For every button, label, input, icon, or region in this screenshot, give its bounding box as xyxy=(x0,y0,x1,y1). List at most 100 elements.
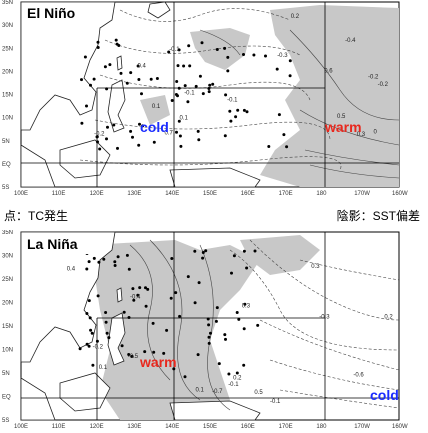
contour-lines xyxy=(79,8,400,179)
y-tick-label: 15N xyxy=(2,93,13,99)
x-tick-label: 160W xyxy=(392,424,408,430)
tc-point xyxy=(197,281,201,285)
tc-point xyxy=(223,46,227,50)
tc-point xyxy=(186,100,190,104)
contour-label: -0.1 xyxy=(228,382,239,388)
tc-point xyxy=(87,299,91,303)
tc-point xyxy=(119,71,123,75)
tc-point xyxy=(183,84,187,88)
tc-point xyxy=(131,287,135,291)
tc-point xyxy=(207,335,211,339)
tc-point xyxy=(137,143,141,147)
x-tick-label: 120E xyxy=(90,424,104,430)
tc-point xyxy=(175,80,179,83)
tc-point xyxy=(275,67,279,71)
tc-point xyxy=(120,344,124,348)
tc-point xyxy=(217,362,221,366)
tc-point xyxy=(201,92,205,96)
tc-point xyxy=(183,375,187,379)
contour-label: -0.1 xyxy=(169,47,180,53)
tc-point xyxy=(132,298,136,302)
tc-point xyxy=(178,314,182,318)
legend-tc-genesis: 点：TC発生 xyxy=(4,209,68,223)
tc-point xyxy=(207,341,211,345)
x-tick-label: 140E xyxy=(165,191,179,197)
tc-point xyxy=(285,145,289,149)
tc-point xyxy=(242,363,246,367)
tc-point xyxy=(288,59,292,63)
region-label-cold: cold xyxy=(140,119,169,135)
contour-label: 0.1 xyxy=(196,388,205,394)
tc-point xyxy=(198,74,202,78)
tc-point xyxy=(113,260,117,264)
tc-point xyxy=(95,339,99,343)
tc-point xyxy=(138,286,142,290)
tc-point xyxy=(211,82,215,86)
tc-point xyxy=(151,321,155,325)
tc-point xyxy=(186,275,190,279)
tc-point xyxy=(196,129,200,133)
contour-label: 0.3 xyxy=(357,132,366,138)
tc-point xyxy=(209,331,212,335)
tc-point xyxy=(103,65,107,69)
el-nino-map-panel: 35N 30N 25N 20N 15N 10N 5N EQ 5S 100E 110E 120E 130… xyxy=(0,0,428,200)
x-tick-label: 120E xyxy=(90,191,104,197)
tc-point xyxy=(136,64,140,68)
x-tick-label: 180 xyxy=(316,424,327,430)
y-tick-label: 35N xyxy=(2,0,13,6)
region-label-warm: warm xyxy=(324,119,362,135)
tc-point xyxy=(237,317,241,321)
tc-point xyxy=(89,328,93,332)
tc-point xyxy=(170,99,174,102)
contour-label: 0.2 xyxy=(233,375,242,381)
tc-point xyxy=(242,327,246,331)
x-tick-label: 160E xyxy=(241,424,255,430)
tc-point xyxy=(177,119,181,123)
tc-point xyxy=(256,323,260,327)
tc-point xyxy=(87,260,91,264)
contour-label: 0.1 xyxy=(99,365,108,371)
contour-label: 0.1 xyxy=(152,104,161,110)
land-asia xyxy=(20,1,116,131)
land-philippines xyxy=(107,79,126,133)
y-tick-label: 10N xyxy=(2,348,13,354)
tc-point xyxy=(200,41,204,45)
tc-point xyxy=(96,46,100,49)
contour-label: -0.1 xyxy=(227,97,238,103)
tc-point xyxy=(193,249,197,253)
contour-label: -0.4 xyxy=(345,38,356,44)
tc-point xyxy=(226,55,230,59)
tc-point xyxy=(127,316,131,319)
tc-point xyxy=(175,130,178,134)
tc-point xyxy=(228,109,232,113)
tc-point xyxy=(177,48,181,52)
tc-point xyxy=(140,92,143,96)
tc-point xyxy=(245,110,249,114)
tc-point xyxy=(242,53,245,56)
tc-point xyxy=(196,353,200,357)
y-tick-label: EQ xyxy=(2,395,11,401)
tc-point xyxy=(83,55,87,59)
contour-label: -0.7 xyxy=(212,389,223,395)
x-tick-label: 170E xyxy=(279,424,293,430)
tc-point xyxy=(115,42,119,46)
tc-point xyxy=(108,63,112,67)
tc-point xyxy=(182,64,186,68)
x-tick-label: 180 xyxy=(316,191,327,197)
tc-point xyxy=(226,69,230,73)
tc-point xyxy=(170,257,174,260)
tc-point xyxy=(152,350,156,354)
tc-point xyxy=(105,87,109,91)
tc-point xyxy=(95,135,99,139)
tc-point xyxy=(288,74,292,78)
tc-point xyxy=(235,311,239,314)
tc-point xyxy=(253,249,257,253)
tc-point xyxy=(282,133,286,137)
x-tick-label: 170E xyxy=(279,191,293,197)
tc-point xyxy=(208,83,212,87)
contour-label: 0.5 xyxy=(254,390,263,396)
tc-point xyxy=(107,336,111,340)
contour-label: -0.6 xyxy=(353,373,364,379)
tc-point xyxy=(127,353,131,356)
tc-point xyxy=(204,249,208,253)
